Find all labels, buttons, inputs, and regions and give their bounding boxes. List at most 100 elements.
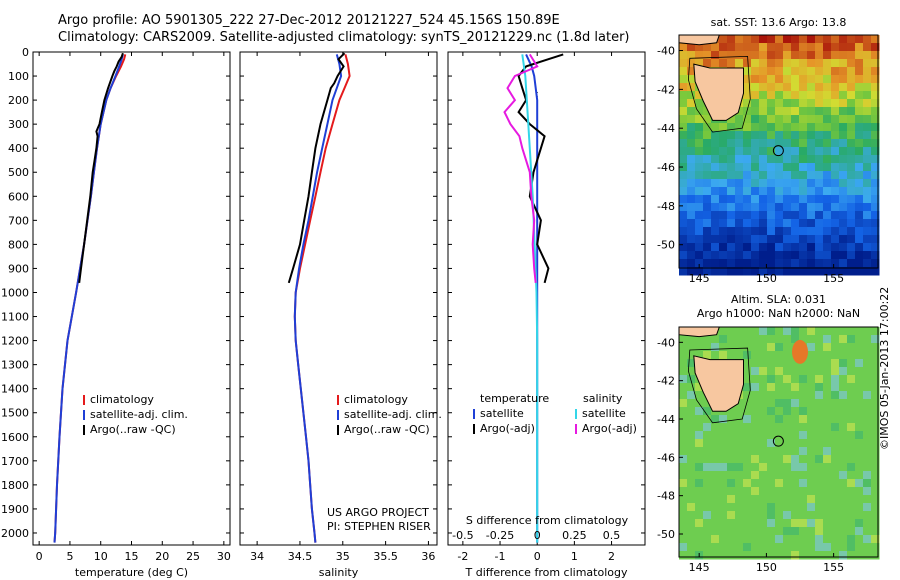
- map-cell: [719, 147, 728, 156]
- map-cell: [679, 527, 688, 536]
- map-cell: [775, 415, 784, 424]
- map-cell: [855, 455, 864, 464]
- map-cell: [799, 171, 808, 180]
- map-cell: [855, 431, 864, 440]
- map-cell: [799, 43, 808, 52]
- map-cell: [863, 367, 872, 376]
- map-cell: [871, 163, 880, 172]
- map-cell: [871, 471, 880, 480]
- map-cell: [871, 67, 880, 76]
- map-cell: [695, 471, 704, 480]
- map-cell: [783, 235, 792, 244]
- map-cell: [847, 75, 856, 84]
- map-cell: [743, 391, 752, 400]
- map-cell: [839, 35, 848, 44]
- map-cell: [847, 35, 856, 44]
- map-cell: [775, 83, 784, 92]
- map-cell: [799, 123, 808, 132]
- map-cell: [751, 195, 760, 204]
- map-cell: [695, 343, 704, 352]
- map-cell: [807, 187, 816, 196]
- map-cell: [839, 511, 848, 520]
- map-cell: [759, 99, 768, 108]
- map-cell: [695, 527, 704, 536]
- map-cell: [703, 415, 712, 424]
- map-cell: [711, 527, 720, 536]
- map-cell: [831, 51, 840, 60]
- map-cell: [719, 455, 728, 464]
- map-cell: [855, 367, 864, 376]
- map-cell: [783, 171, 792, 180]
- map-cell: [815, 487, 824, 496]
- map-cell: [839, 463, 848, 472]
- map-cell: [703, 423, 712, 432]
- map-cell: [695, 155, 704, 164]
- map-cell: [823, 123, 832, 132]
- map-cell: [679, 67, 688, 76]
- map-cell: [807, 383, 816, 392]
- x-tick-label: 34.5: [288, 550, 313, 563]
- map-cell: [799, 519, 808, 528]
- map-cell: [751, 431, 760, 440]
- map-cell: [799, 91, 808, 100]
- legend-entry: Argo(..raw -QC): [344, 423, 430, 436]
- map-cell: [799, 211, 808, 220]
- map-cell: [831, 139, 840, 148]
- map-cell: [751, 107, 760, 116]
- map-cell: [863, 91, 872, 100]
- map-cell: [863, 227, 872, 236]
- map-cell: [711, 51, 720, 60]
- map-cell: [727, 535, 736, 544]
- x-tick-label: 10: [94, 550, 108, 563]
- map-cell: [855, 535, 864, 544]
- map-cell: [863, 503, 872, 512]
- map-cell: [711, 219, 720, 228]
- map-cell: [871, 139, 880, 148]
- map-cell: [735, 431, 744, 440]
- map-cell: [679, 251, 688, 260]
- map-cell: [735, 139, 744, 148]
- map-cell: [847, 203, 856, 212]
- map-cell: [847, 51, 856, 60]
- map-cell: [839, 527, 848, 536]
- map-cell: [751, 439, 760, 448]
- map-cell: [703, 471, 712, 480]
- y-tick-label: 1000: [1, 286, 29, 299]
- x-tick-label: 150: [756, 272, 777, 285]
- legend-entry: satellite-adj. clim.: [90, 408, 188, 421]
- map-cell: [863, 43, 872, 52]
- map-cell: [847, 59, 856, 68]
- map-cell: [679, 471, 688, 480]
- map-cell: [751, 227, 760, 236]
- map-cell: [751, 455, 760, 464]
- map-cell: [855, 351, 864, 360]
- map-cell: [735, 115, 744, 124]
- map-cell: [847, 487, 856, 496]
- map-cell: [799, 259, 808, 268]
- map-cell: [679, 367, 688, 376]
- y-tick-label: 1800: [1, 479, 29, 492]
- map-cell: [695, 51, 704, 60]
- map-cell: [839, 495, 848, 504]
- map-cell: [807, 495, 816, 504]
- map-cell: [863, 407, 872, 416]
- map-cell: [679, 131, 688, 140]
- map-cell: [743, 227, 752, 236]
- map-cell: [767, 131, 776, 140]
- map-cell: [759, 471, 768, 480]
- map-cell: [751, 415, 760, 424]
- map-cell: [703, 511, 712, 520]
- map-cell: [679, 219, 688, 228]
- map-cell: [863, 487, 872, 496]
- map-cell: [823, 187, 832, 196]
- map-cell: [807, 415, 816, 424]
- map-cell: [767, 439, 776, 448]
- map-cell: [735, 155, 744, 164]
- map-cell: [831, 455, 840, 464]
- map-cell: [847, 155, 856, 164]
- map-cell: [815, 527, 824, 536]
- map-cell: [679, 391, 688, 400]
- map-cell: [799, 195, 808, 204]
- map-cell: [687, 51, 696, 60]
- map-cell: [719, 439, 728, 448]
